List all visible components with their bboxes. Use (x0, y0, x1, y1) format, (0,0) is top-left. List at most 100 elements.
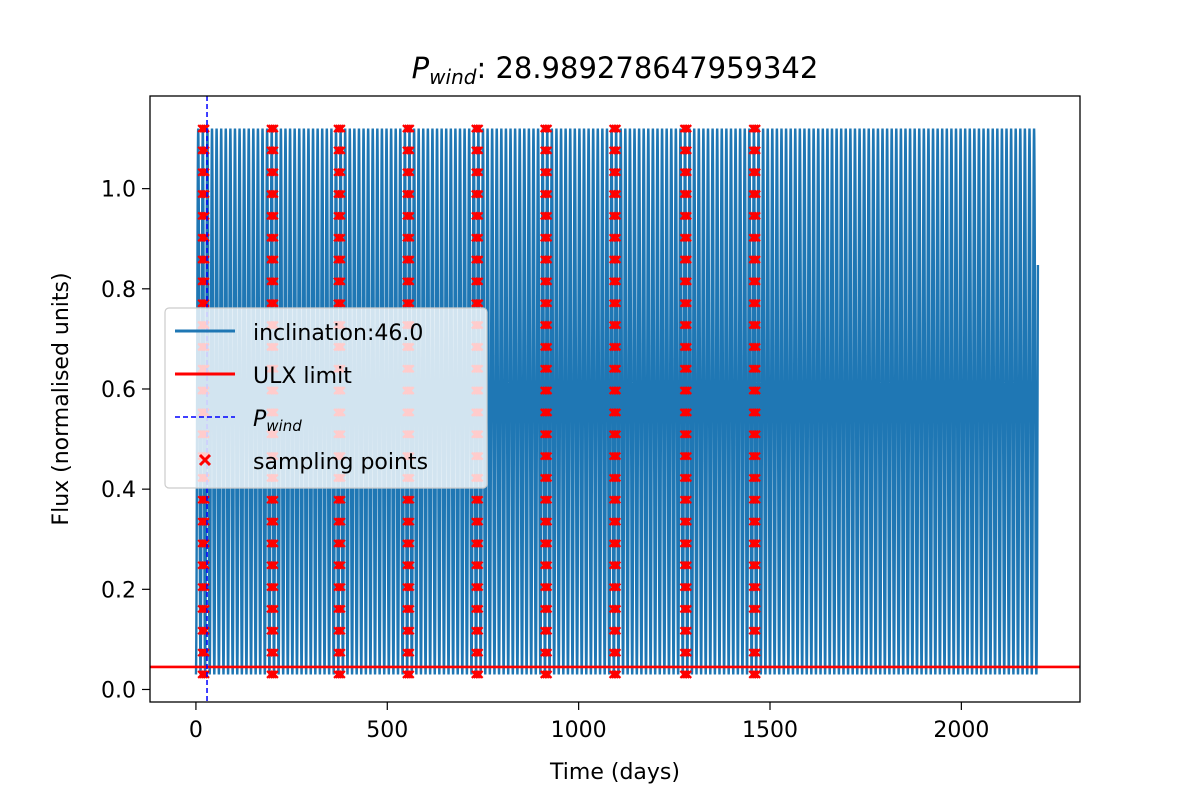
sampling-point (337, 517, 346, 526)
sampling-point (270, 560, 279, 570)
sampling-point (405, 167, 415, 177)
sampling-point (335, 582, 344, 592)
sampling-point (405, 670, 415, 679)
sampling-point (750, 255, 759, 264)
sampling-point (405, 495, 415, 505)
legend: inclination:46.0 ULX limit Pwind samplin… (164, 307, 488, 489)
sampling-point (541, 320, 551, 330)
y-tick-label: 0.4 (101, 478, 136, 503)
sampling-point (750, 539, 759, 548)
sampling-point (472, 670, 482, 679)
sampling-point (683, 495, 692, 505)
sampling-point (752, 255, 761, 264)
sampling-point (472, 189, 482, 199)
title-value: : 28.989278647959342 (476, 51, 818, 85)
y-axis-ticks: 0.0 0.2 0.4 0.6 0.8 1.0 (101, 178, 150, 703)
sampling-point (681, 386, 691, 395)
sampling-point (405, 539, 415, 548)
sampling-point (681, 495, 691, 505)
sampling-point (474, 604, 484, 614)
sampling-point (681, 451, 691, 461)
sampling-point (681, 342, 691, 352)
sampling-point (268, 255, 277, 264)
sampling-point (543, 582, 553, 592)
sampling-point (612, 648, 622, 657)
sampling-point (404, 124, 413, 133)
sampling-point (335, 670, 344, 679)
sampling-point (543, 539, 553, 548)
sampling-point (472, 255, 482, 264)
sampling-point (337, 124, 346, 133)
sampling-point (543, 342, 553, 352)
sampling-point (201, 604, 210, 614)
sampling-point (201, 648, 210, 657)
sampling-point (199, 560, 208, 570)
sampling-point (752, 648, 761, 657)
sampling-point (337, 255, 346, 264)
sampling-point (201, 626, 210, 636)
sampling-point (474, 648, 484, 657)
sampling-point (404, 298, 413, 308)
sampling-point (335, 539, 344, 548)
sampling-point (270, 233, 279, 243)
sampling-point (612, 560, 622, 570)
sampling-point (610, 298, 620, 308)
sampling-point (541, 648, 551, 657)
sampling-point (681, 582, 691, 592)
legend-label-sampling: sampling points (253, 450, 428, 475)
sampling-point (610, 429, 620, 439)
sampling-point (472, 167, 482, 177)
sampling-point (337, 211, 346, 221)
sampling-point (199, 495, 208, 505)
sampling-point (405, 211, 415, 221)
sampling-point (681, 429, 691, 439)
sampling-point (472, 495, 482, 505)
sampling-point (612, 146, 622, 155)
sampling-point (270, 517, 279, 526)
sampling-point (474, 233, 484, 243)
sampling-point (268, 560, 277, 570)
sampling-point (612, 189, 622, 199)
sampling-point (199, 211, 208, 221)
sampling-point (335, 189, 344, 199)
x-tick-label: 1000 (551, 718, 607, 743)
sampling-point (268, 189, 277, 199)
sampling-point (543, 626, 553, 636)
sampling-point (337, 604, 346, 614)
sampling-point (683, 560, 692, 570)
sampling-point (270, 539, 279, 548)
sampling-point (199, 648, 208, 657)
sampling-point (683, 582, 692, 592)
sampling-point (474, 277, 484, 286)
sampling-point (681, 408, 691, 417)
sampling-point (541, 604, 551, 614)
sampling-point (683, 473, 692, 483)
sampling-point (270, 211, 279, 221)
sampling-point (543, 233, 553, 243)
sampling-point (750, 277, 759, 286)
sampling-point (681, 189, 691, 199)
legend-label-ulx: ULX limit (253, 364, 352, 389)
sampling-point (474, 626, 484, 636)
sampling-point (541, 670, 551, 679)
sampling-point (752, 167, 761, 177)
sampling-point (405, 560, 415, 570)
sampling-point (612, 342, 622, 352)
sampling-point (750, 189, 759, 199)
sampling-point (610, 189, 620, 199)
sampling-point (681, 648, 691, 657)
sampling-point (337, 495, 346, 505)
y-tick-label: 1.0 (101, 178, 136, 203)
sampling-point (270, 167, 279, 177)
sampling-point (335, 233, 344, 243)
sampling-point (337, 146, 346, 155)
sampling-point (612, 277, 622, 286)
sampling-point (752, 626, 761, 636)
sampling-point (610, 604, 620, 614)
sampling-point (472, 560, 482, 570)
legend-label-inclination: inclination:46.0 (253, 321, 423, 346)
sampling-point (472, 298, 482, 308)
sampling-point (268, 604, 277, 614)
sampling-point (201, 539, 210, 548)
x-axis-ticks: 0 500 1000 1500 2000 (189, 702, 989, 743)
